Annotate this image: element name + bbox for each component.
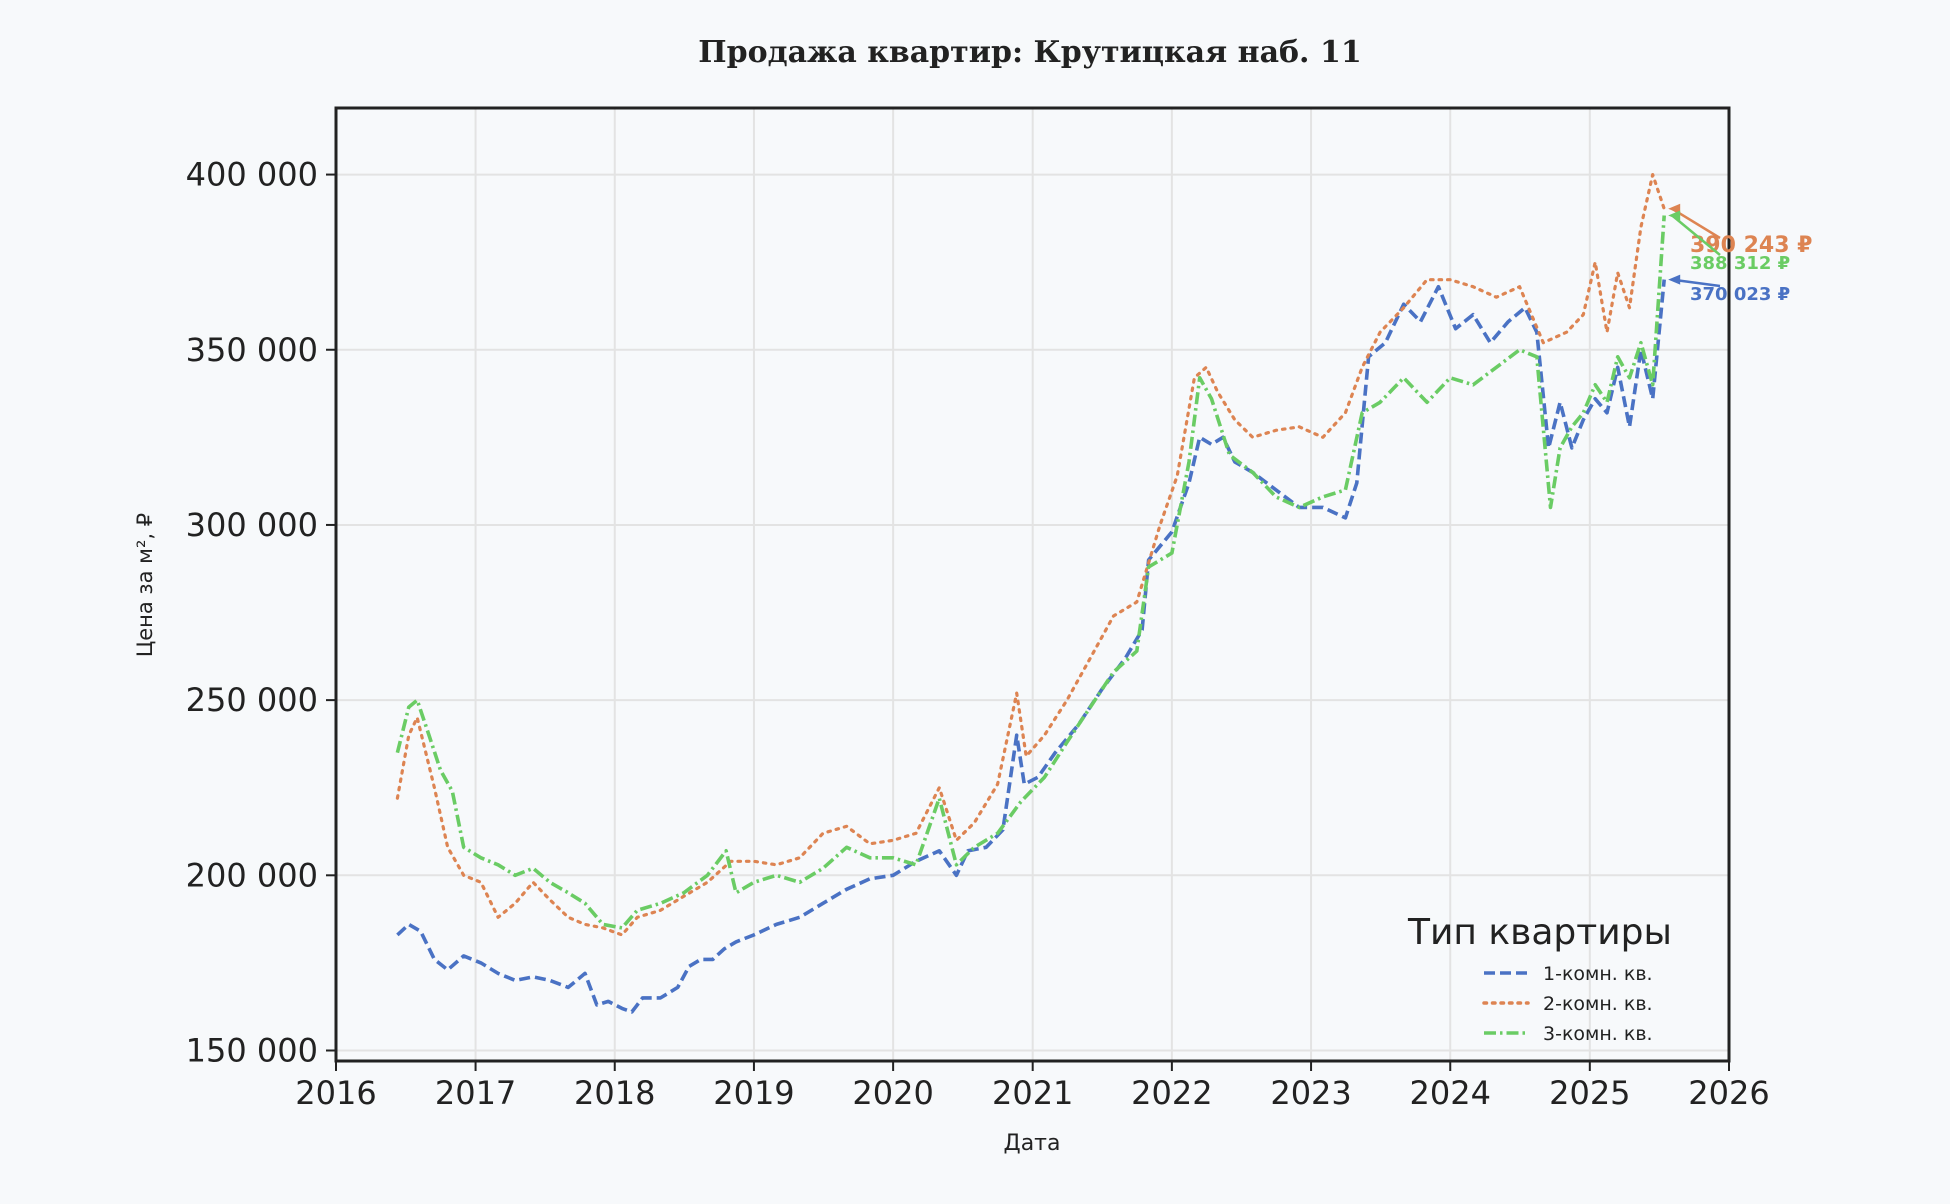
annotation-arrowhead — [1668, 274, 1681, 285]
x-tick-label: 2016 — [295, 1074, 376, 1112]
legend-entry: 3-комн. кв. — [1543, 1023, 1653, 1045]
y-tick-label: 250 000 — [186, 681, 318, 719]
annotation-arrowhead — [1668, 210, 1681, 221]
last-value-annotations: 390 243 ₽388 312 ₽370 023 ₽ — [1668, 203, 1812, 305]
series-line-1 — [396, 279, 1666, 1014]
series-lines — [395, 173, 1666, 1014]
y-axis-label: Цена за м², ₽ — [133, 513, 157, 657]
y-tick-label: 150 000 — [186, 1031, 318, 1069]
series-line-3 — [395, 215, 1666, 930]
x-tick-label: 2020 — [852, 1074, 933, 1112]
x-tick-label: 2021 — [992, 1074, 1073, 1112]
series-line-2 — [395, 173, 1666, 937]
x-tick-label: 2023 — [1270, 1074, 1351, 1112]
annotation-label: 370 023 ₽ — [1690, 284, 1790, 305]
y-tick-label: 350 000 — [186, 331, 318, 369]
y-tick-label: 200 000 — [186, 856, 318, 894]
axes: 2016 2017 2018 2019 2020 2021 2022 2023 2024 2025… — [186, 156, 1770, 1112]
legend-entry: 1-комн. кв. — [1543, 963, 1653, 985]
annotation-arrowhead — [1668, 203, 1681, 214]
annotation-label: 388 312 ₽ — [1690, 253, 1790, 274]
annotation-arrow — [1671, 214, 1721, 256]
x-tick-label: 2024 — [1410, 1074, 1491, 1112]
x-axis-label: Дата — [1004, 1131, 1061, 1156]
x-tick-label: 2026 — [1688, 1074, 1769, 1112]
y-tick-label: 400 000 — [186, 156, 318, 194]
x-tick-label: 2019 — [713, 1074, 794, 1112]
x-tick-label: 2025 — [1549, 1074, 1630, 1112]
x-tick-label: 2017 — [435, 1074, 516, 1112]
legend-entry: 2-комн. кв. — [1543, 993, 1653, 1015]
y-tick-label: 300 000 — [186, 506, 318, 544]
legend: Тип квартиры 1-комн. кв. 2-комн. кв. 3-ком… — [1407, 912, 1672, 1045]
legend-title: Тип квартиры — [1407, 912, 1672, 953]
x-tick-label: 2022 — [1131, 1074, 1212, 1112]
x-tick-label: 2018 — [574, 1074, 655, 1112]
chart-title: Продажа квартир: Крутицкая наб. 11 — [698, 35, 1361, 70]
